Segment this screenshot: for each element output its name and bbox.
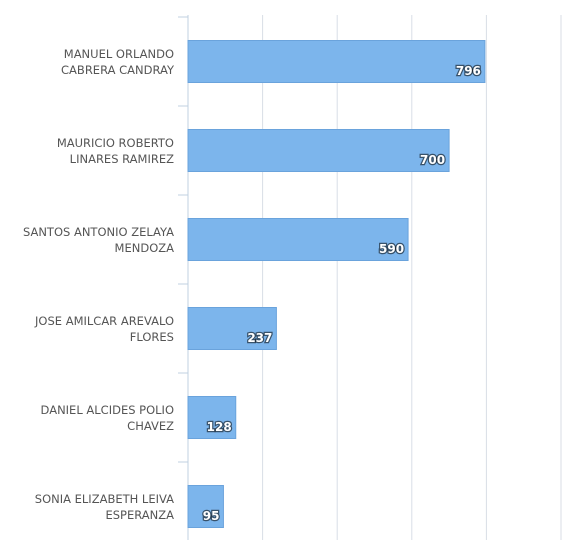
bar — [187, 129, 450, 172]
value-label: 796 — [456, 64, 481, 78]
value-label: 95 — [203, 509, 220, 523]
category-label: MAURICIO ROBERTO LINARES RAMIREZ — [56, 135, 174, 166]
bar — [187, 40, 486, 83]
bar — [187, 396, 237, 439]
value-label: 590 — [379, 242, 404, 256]
category-label: MANUEL ORLANDO CABRERA CANDRAY — [61, 46, 174, 77]
category-label: DANIEL ALCIDES POLIO CHAVEZ — [40, 402, 174, 433]
value-label: 237 — [247, 331, 272, 345]
category-label: SONIA ELIZABETH LEIVA ESPERANZA — [34, 491, 174, 522]
bar — [187, 485, 224, 528]
value-label: 700 — [420, 153, 445, 167]
category-label: JOSE AMILCAR AREVALO FLORES — [35, 313, 174, 344]
value-label: 128 — [207, 420, 232, 434]
bar — [187, 218, 409, 261]
category-label: SANTOS ANTONIO ZELAYA MENDOZA — [22, 224, 174, 255]
bar — [187, 307, 277, 350]
